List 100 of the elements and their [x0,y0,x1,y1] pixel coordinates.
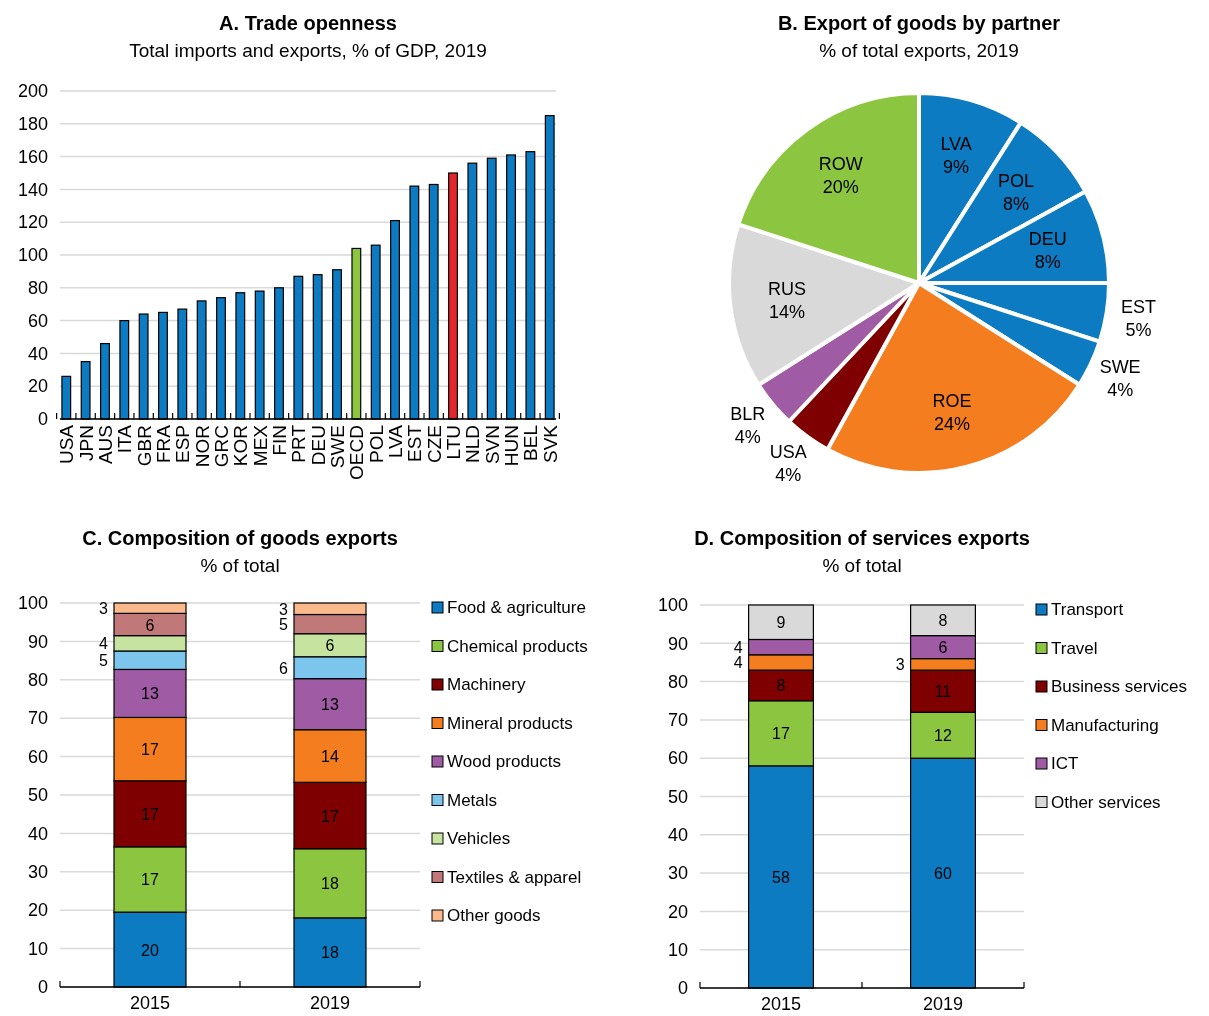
y-tick-label: 10 [27,938,48,959]
x-tick-label: NOR [191,425,213,468]
x-tick-label: MEX [249,424,271,467]
y-tick-label: 0 [677,978,688,999]
data-label: 6 [145,616,155,634]
y-tick-label: 70 [27,708,48,729]
x-tick-label: CZE [423,425,445,463]
data-label: 4 [99,635,109,653]
slice-label: ROW [818,154,863,175]
legend-label: ICT [1051,754,1079,773]
data-label: 14% [769,301,806,322]
x-tick-label: PRT [288,424,310,463]
data-label: 11 [934,683,952,701]
data-label: 4% [775,464,802,485]
y-tick-label: 30 [667,863,688,884]
legend-label: Food & agriculture [447,598,586,617]
data-label: 13 [141,685,159,703]
slice-label: DEU [1028,228,1067,249]
slice-label: ROE [932,390,972,411]
data-label: 6 [938,639,948,657]
data-label: 9% [943,157,970,178]
legend-label: Business services [1051,677,1188,696]
y-tick-label: 20 [27,376,48,397]
x-tick-label: FRA [152,424,174,463]
chart-title: C. Composition of goods exports [82,527,398,549]
slice-label: SWE [1099,356,1141,377]
data-label: 8 [938,612,948,630]
data-label: 20 [141,941,159,959]
y-tick-label: 60 [27,310,48,331]
legend-label: Metals [447,790,498,810]
x-tick-label: SVK [539,424,561,464]
legend-label: Textiles & apparel [447,867,582,887]
data-label: 12 [934,727,952,745]
data-label: 18 [321,875,339,893]
x-tick-label: ITA [114,424,136,454]
x-tick-label: USA [56,424,78,465]
data-label: 17 [141,871,159,889]
x-tick-label: 2015 [129,993,171,1013]
data-label: 5 [99,652,109,670]
y-tick-label: 30 [27,862,48,883]
x-tick-label: OECD [346,425,368,480]
data-label: 4% [734,426,761,447]
y-tick-label: 100 [17,593,48,614]
x-tick-label: FIN [268,425,290,456]
chart-title: B. Export of goods by partner [777,12,1061,34]
x-tick-label: GRC [210,425,232,468]
y-tick-label: 60 [667,748,688,769]
x-tick-label: HUN [501,425,523,467]
x-tick-label: POL [365,425,387,464]
data-label: 17 [321,807,339,825]
data-label: 17 [141,805,159,823]
data-label: 3 [895,656,905,674]
x-tick-label: EST [404,424,426,462]
data-label: 5% [1125,319,1152,340]
y-tick-label: 50 [667,786,688,807]
y-tick-label: 80 [667,671,688,692]
data-label: 58 [772,868,790,886]
y-tick-label: 100 [17,245,48,266]
chart-title: D. Composition of services exports [694,527,1030,549]
data-label: 6 [325,637,335,655]
y-tick-label: 20 [667,901,688,922]
y-tick-label: 80 [27,278,48,299]
x-tick-label: NLD [462,425,484,464]
data-label: 8 [776,677,786,695]
y-tick-label: 50 [27,785,48,806]
x-tick-label: LTU [443,425,465,460]
data-label: 17 [772,725,790,743]
chart-subtitle: Total imports and exports, % of GDP, 2019 [129,40,487,61]
y-tick-label: 0 [37,409,48,430]
x-tick-label: SWE [327,425,349,469]
legend-label: Wood products [447,752,562,771]
chart-title: A. Trade openness [219,12,397,34]
x-tick-label: ESP [172,425,194,464]
data-label: 6 [279,659,289,677]
data-label: 17 [141,741,159,759]
y-tick-label: 180 [17,114,48,135]
chart-subtitle: % of total [200,555,280,576]
legend-label: Manufacturing [1051,715,1159,735]
x-tick-label: KOR [230,425,252,467]
data-label: 24% [934,413,971,434]
legend-label: Chemical products [447,636,588,656]
data-label: 4% [1107,379,1134,400]
y-tick-label: 100 [657,595,688,616]
data-label: 13 [321,696,339,714]
y-tick-label: 140 [17,179,48,200]
legend-label: Other services [1051,792,1161,812]
y-tick-label: 10 [667,939,688,960]
data-label: 20% [822,177,859,198]
data-label: 14 [321,748,339,766]
y-tick-label: 0 [37,977,48,998]
data-label: 8% [1002,193,1029,214]
x-tick-label: AUS [94,425,116,465]
y-tick-label: 20 [27,900,48,921]
data-label: 3 [99,600,109,618]
x-tick-label: 2019 [922,994,964,1014]
x-tick-label: SVN [481,425,503,465]
legend-label: Other goods [447,906,541,925]
y-tick-label: 90 [27,631,48,652]
y-tick-label: 160 [17,146,48,167]
slice-label: LVA [940,134,972,155]
